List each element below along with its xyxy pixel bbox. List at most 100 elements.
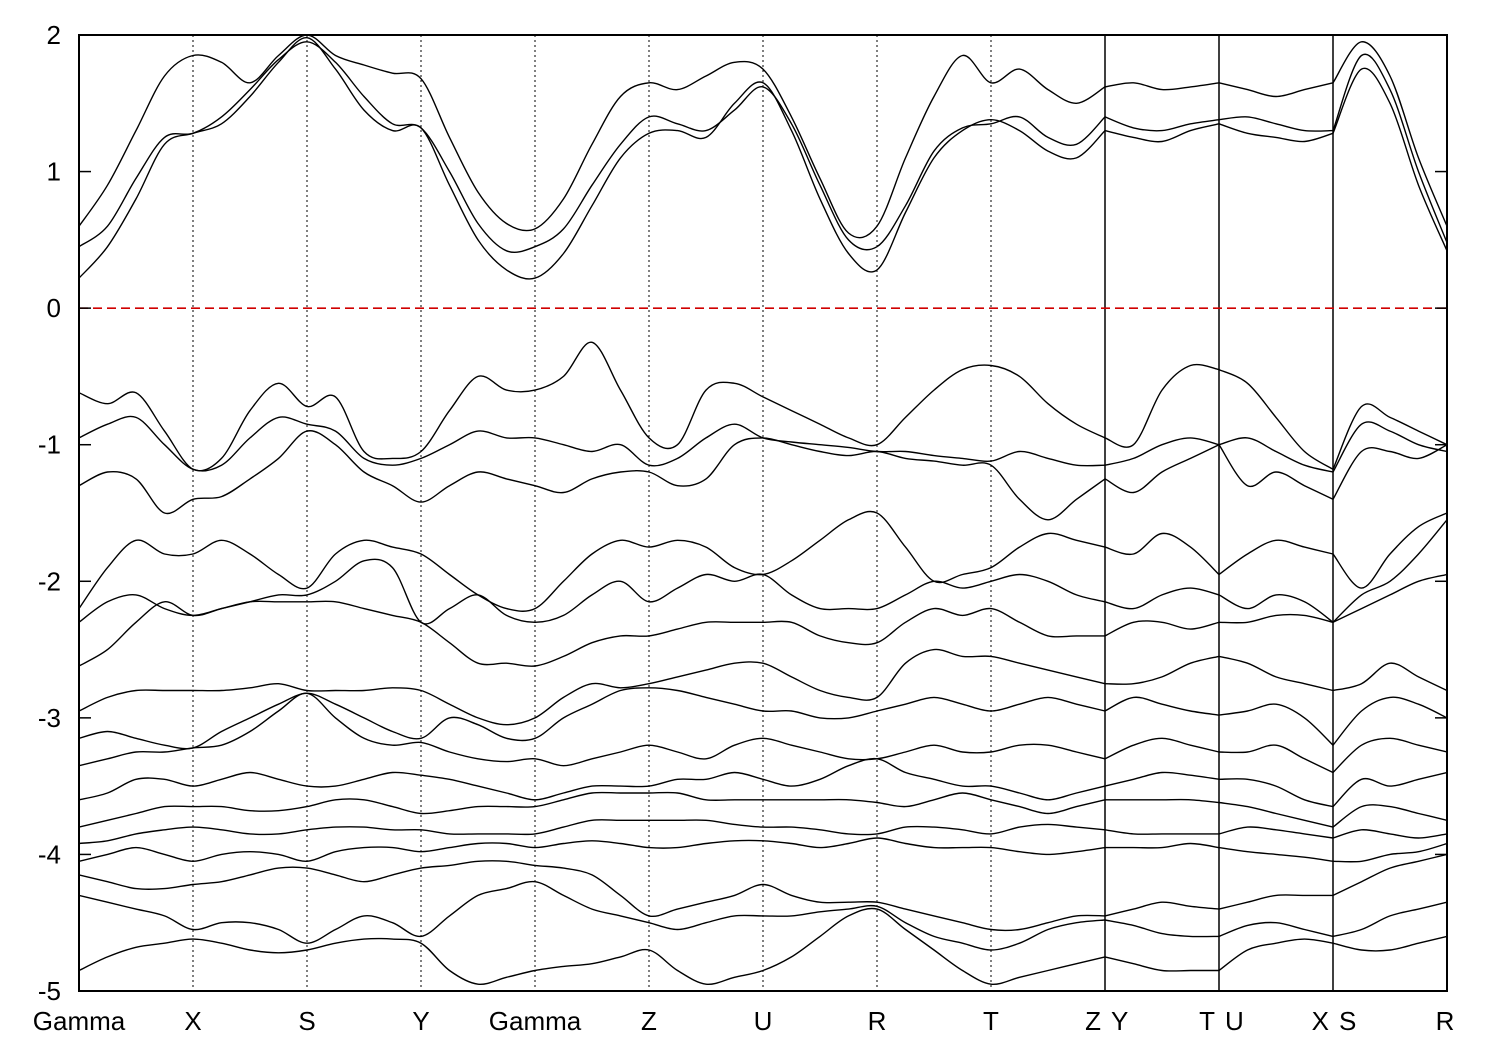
band-18-segment-2	[1104, 919, 1220, 938]
x-tick-label: Z	[1085, 1006, 1101, 1036]
band-4-segment-1	[79, 341, 1106, 472]
band-9-segment-1	[79, 600, 1105, 667]
band-6-segment-1	[79, 430, 1106, 521]
band-15-segment-2	[1104, 829, 1219, 835]
band-18-segment-1	[79, 880, 1106, 951]
band-10-segment-2	[1104, 655, 1220, 685]
x-tick-label: S	[298, 1006, 315, 1036]
x-axis: Gamma X S Y Gamma Z U R T Z Y T U X S R	[33, 1006, 1455, 1036]
x-tick-label: U	[1225, 1006, 1244, 1036]
x-tick-label: Gamma	[489, 1006, 582, 1036]
x-tick-label: R	[868, 1006, 887, 1036]
band-17-segment-3	[1218, 894, 1333, 910]
band-2-segment-1	[79, 41, 1106, 254]
band-8-segment-2	[1104, 587, 1220, 610]
band-9-segment-2	[1104, 620, 1220, 637]
band-3-segment-2	[1104, 82, 1220, 91]
band-10-segment-4	[1332, 662, 1447, 692]
band-8-segment-1	[79, 558, 1106, 625]
band-6-segment-2	[1104, 444, 1220, 494]
band-15-segment-1	[79, 819, 1106, 845]
band-6-segment-3	[1218, 444, 1334, 500]
kpoint-gridlines	[192, 35, 1334, 991]
band-12-segment-3	[1218, 744, 1334, 774]
band-3-segment-3	[1218, 82, 1334, 98]
band-19-segment-1	[79, 907, 1106, 986]
band-17-segment-1	[79, 860, 1106, 932]
y-tick-label: 1	[47, 157, 61, 187]
x-tick-label: T	[983, 1006, 999, 1036]
band-8-segment-4	[1332, 519, 1447, 623]
band-11-segment-2	[1104, 696, 1220, 716]
band-9-segment-4	[1332, 573, 1447, 623]
x-tick-label: T	[1199, 1006, 1215, 1036]
plot-frame	[78, 34, 1448, 992]
band-2-segment-4	[1332, 53, 1447, 243]
band-1-segment-2	[1104, 123, 1220, 143]
x-tick-label: X	[184, 1006, 201, 1036]
x-tick-label: U	[754, 1006, 773, 1036]
band-7-segment-4	[1332, 512, 1447, 589]
band-19-segment-3	[1218, 938, 1334, 972]
y-tick-label: -5	[38, 976, 61, 1006]
band-7-segment-3	[1218, 539, 1334, 576]
band-lines	[79, 35, 1447, 986]
band-2-segment-2	[1104, 116, 1220, 132]
x-tick-label: Z	[641, 1006, 657, 1036]
band-3-segment-1	[79, 35, 1106, 239]
band-6-segment-4	[1332, 444, 1447, 500]
y-tick-label: 0	[47, 293, 61, 323]
y-tick-label: -2	[38, 566, 61, 596]
band-13-segment-3	[1218, 778, 1334, 808]
band-11-segment-3	[1218, 703, 1334, 746]
y-axis: -5 -4 -3 -2 -1 0 1 2	[38, 20, 1447, 1006]
band-14-segment-4	[1332, 804, 1447, 828]
y-tick-label: -1	[38, 430, 61, 460]
band-13-segment-2	[1104, 771, 1220, 787]
band-4-segment-4	[1332, 403, 1447, 470]
x-tick-label: X	[1312, 1006, 1329, 1036]
x-tick-label: Gamma	[33, 1006, 126, 1036]
band-13-segment-1	[79, 757, 1106, 801]
band-15-segment-4	[1332, 829, 1447, 839]
band-18-segment-3	[1218, 921, 1334, 938]
band-19-segment-4	[1332, 935, 1447, 952]
x-tick-label: S	[1339, 1006, 1356, 1036]
band-4-segment-2	[1104, 363, 1220, 448]
band-2-segment-3	[1218, 116, 1334, 132]
band-5-segment-4	[1332, 421, 1447, 473]
band-9-segment-3	[1218, 613, 1334, 624]
y-tick-label: 2	[47, 20, 61, 50]
band-16-segment-1	[79, 837, 1106, 863]
band-12-segment-4	[1332, 737, 1447, 774]
band-18-segment-4	[1332, 901, 1447, 938]
x-tick-label: R	[1436, 1006, 1455, 1036]
band-19-segment-2	[1104, 956, 1219, 972]
band-1-segment-4	[1332, 67, 1447, 252]
band-8-segment-3	[1218, 593, 1334, 623]
band-13-segment-4	[1332, 771, 1447, 808]
band-17-segment-4	[1332, 853, 1447, 897]
band-7-segment-2	[1104, 532, 1220, 576]
band-12-segment-2	[1104, 737, 1220, 760]
band-17-segment-2	[1104, 901, 1220, 917]
band-10-segment-1	[79, 648, 1106, 726]
band-5-segment-2	[1104, 437, 1220, 466]
band-1-segment-3	[1218, 123, 1334, 143]
band-15-segment-3	[1218, 826, 1334, 839]
band-16-segment-4	[1332, 842, 1447, 863]
x-tick-label: Y	[1111, 1006, 1128, 1036]
x-tick-label: Y	[412, 1006, 429, 1036]
band-11-segment-1	[79, 687, 1106, 750]
y-tick-label: -4	[38, 839, 61, 869]
band-7-segment-1	[79, 510, 1106, 612]
band-14-segment-1	[79, 791, 1106, 828]
band-16-segment-2	[1105, 842, 1220, 849]
band-16-segment-3	[1218, 846, 1334, 862]
band-5-segment-1	[79, 415, 1106, 472]
band-5-segment-3	[1218, 437, 1334, 473]
band-11-segment-4	[1332, 696, 1447, 746]
band-12-segment-1	[79, 692, 1106, 767]
band-3-segment-4	[1332, 41, 1447, 227]
